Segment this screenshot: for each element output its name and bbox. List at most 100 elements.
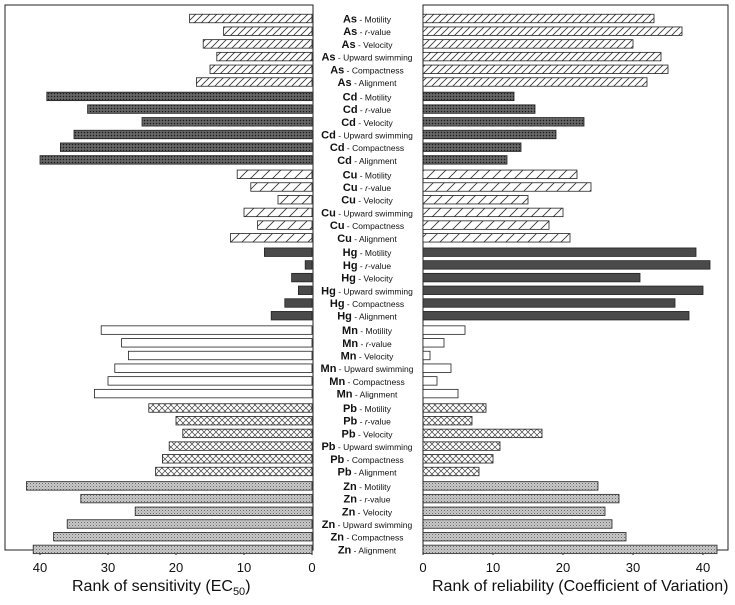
- reliability-axis-title: Rank of reliability (Coefficient of Vari…: [432, 578, 729, 595]
- endpoint-label: Hg - Compactness: [330, 298, 404, 310]
- endpoint-label: Zn - Motility: [343, 481, 391, 493]
- reliability-bar: [422, 207, 564, 218]
- endpoint-label: Cu - Motility: [343, 169, 392, 181]
- sensitivity-bar: [263, 247, 313, 257]
- sensitivity-bar: [270, 311, 313, 321]
- reliability-bar: [422, 77, 648, 87]
- reliability-bar: [422, 195, 529, 205]
- reliability-panel: 0 10 20 30 40: [419, 4, 729, 575]
- sensitivity-bar: [229, 233, 313, 243]
- reliability-bar: [422, 220, 550, 230]
- sensitivity-bar: [39, 155, 313, 165]
- sensitivity-bar: [121, 338, 313, 348]
- endpoint-label: Pb - Alignment: [338, 467, 398, 479]
- sensitivity-bar: [155, 466, 313, 477]
- sensitivity-bar: [127, 350, 313, 361]
- sensitivity-bar: [284, 298, 313, 308]
- reliability-bar: [422, 454, 494, 464]
- reliability-bar: [422, 285, 704, 295]
- reliability-bar: [422, 325, 466, 335]
- reliability-bar: [422, 104, 536, 114]
- sensitivity-bar: [161, 454, 313, 464]
- endpoint-label: As - r-value: [343, 26, 391, 38]
- sensitivity-tick-label: 0: [308, 560, 315, 575]
- reliability-bar: [422, 532, 627, 542]
- sensitivity-bar: [94, 388, 313, 399]
- endpoint-label: Mn - Compactness: [329, 376, 404, 388]
- reliability-bar: [422, 311, 690, 321]
- sensitivity-bar: [60, 142, 313, 152]
- sensitivity-bar: [175, 416, 313, 426]
- sensitivity-bar: [216, 51, 313, 62]
- reliability-bar: [422, 544, 718, 555]
- endpoint-label: Cu - Compactness: [330, 220, 404, 232]
- sensitivity-bar: [277, 195, 313, 205]
- sensitivity-bar: [223, 26, 313, 36]
- reliability-bar: [422, 260, 711, 270]
- endpoint-label: Mn - r-value: [342, 338, 392, 350]
- sensitivity-tick-label: 30: [101, 560, 115, 575]
- reliability-bar: [422, 64, 669, 74]
- reliability-bar: [422, 51, 662, 62]
- sensitivity-bar: [73, 129, 313, 140]
- endpoint-label: Cd - Alignment: [337, 155, 397, 167]
- sensitivity-bar: [202, 39, 313, 49]
- endpoint-label: Pb - Compactness: [330, 454, 404, 466]
- reliability-tick-label: 30: [626, 560, 640, 575]
- endpoint-label: Hg - Velocity: [341, 273, 393, 285]
- reliability-bar: [422, 388, 459, 399]
- endpoint-label: Cu - Velocity: [341, 195, 393, 207]
- endpoint-label: As - Motility: [343, 14, 392, 26]
- sensitivity-bar: [243, 207, 313, 218]
- sensitivity-bar: [291, 272, 313, 283]
- reliability-bar: [422, 298, 676, 308]
- sensitivity-axis-title: Rank of sensitivity (EC50): [72, 578, 251, 599]
- endpoint-label: Hg - Motility: [343, 247, 392, 259]
- endpoint-label: Hg - Upward swimming: [321, 285, 413, 297]
- endpoint-label: As - Upward swimming: [321, 52, 412, 64]
- reliability-bar: [422, 493, 620, 504]
- reliability-tick-label: 20: [556, 560, 570, 575]
- endpoint-label: Zn - Upward swimming: [322, 519, 413, 531]
- sensitivity-bar: [148, 403, 313, 413]
- endpoint-label: Cd - r-value: [343, 104, 392, 116]
- endpoint-label: Mn - Motility: [342, 325, 393, 337]
- reliability-bar: [422, 129, 557, 140]
- endpoint-label: Mn - Upward swimming: [321, 363, 414, 375]
- endpoint-label: Zn - Compactness: [331, 532, 404, 544]
- reliability-bar: [422, 142, 522, 152]
- sensitivity-bar: [189, 13, 313, 24]
- endpoint-label: Hg - Alignment: [337, 311, 397, 323]
- reliability-bar: [422, 13, 655, 24]
- endpoint-label: Mn - Velocity: [341, 351, 394, 363]
- reliability-bar: [422, 182, 592, 192]
- reliability-bar: [422, 117, 585, 127]
- endpoint-label: Hg - r-value: [343, 260, 392, 272]
- endpoint-label: Pb - r-value: [343, 416, 391, 428]
- sensitivity-bar: [87, 104, 313, 114]
- reliability-bar: [422, 441, 501, 451]
- endpoint-label: Cu - Alignment: [337, 233, 397, 245]
- reliability-bar: [422, 376, 438, 386]
- endpoint-label: Pb - Upward swimming: [321, 441, 412, 453]
- reliability-bar: [422, 481, 599, 491]
- endpoint-label: Cu - Upward swimming: [321, 207, 413, 219]
- endpoint-label: As - Velocity: [342, 39, 394, 51]
- sensitivity-bar: [53, 532, 313, 542]
- sensitivity-bar: [134, 506, 313, 516]
- reliability-bar: [422, 506, 606, 516]
- reliability-bar: [422, 272, 641, 283]
- reliability-bar: [422, 416, 473, 426]
- sensitivity-bar: [80, 493, 313, 504]
- sensitivity-bar: [297, 285, 313, 295]
- endpoint-label: Zn - r-value: [343, 494, 390, 506]
- endpoint-label: Cu - r-value: [343, 182, 392, 194]
- reliability-bar: [422, 428, 543, 439]
- sensitivity-tick-label: 10: [237, 560, 251, 575]
- reliability-bar: [422, 466, 480, 477]
- sensitivity-bar: [114, 363, 313, 373]
- sensitivity-bar: [32, 544, 313, 555]
- endpoint-label: Zn - Alignment: [338, 544, 397, 556]
- endpoint-label: Zn - Velocity: [342, 506, 393, 518]
